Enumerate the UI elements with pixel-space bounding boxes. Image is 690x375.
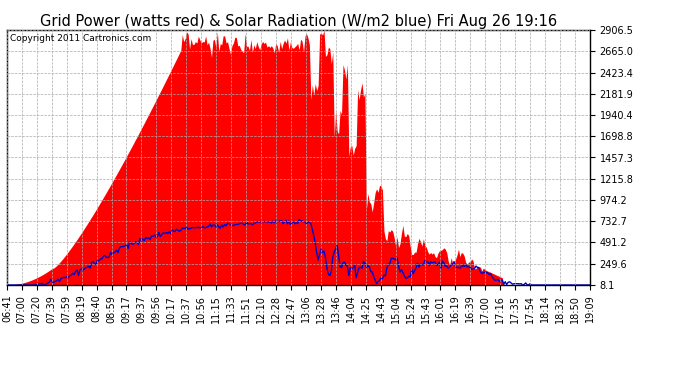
- Title: Grid Power (watts red) & Solar Radiation (W/m2 blue) Fri Aug 26 19:16: Grid Power (watts red) & Solar Radiation…: [40, 14, 557, 29]
- Text: Copyright 2011 Cartronics.com: Copyright 2011 Cartronics.com: [10, 34, 151, 43]
